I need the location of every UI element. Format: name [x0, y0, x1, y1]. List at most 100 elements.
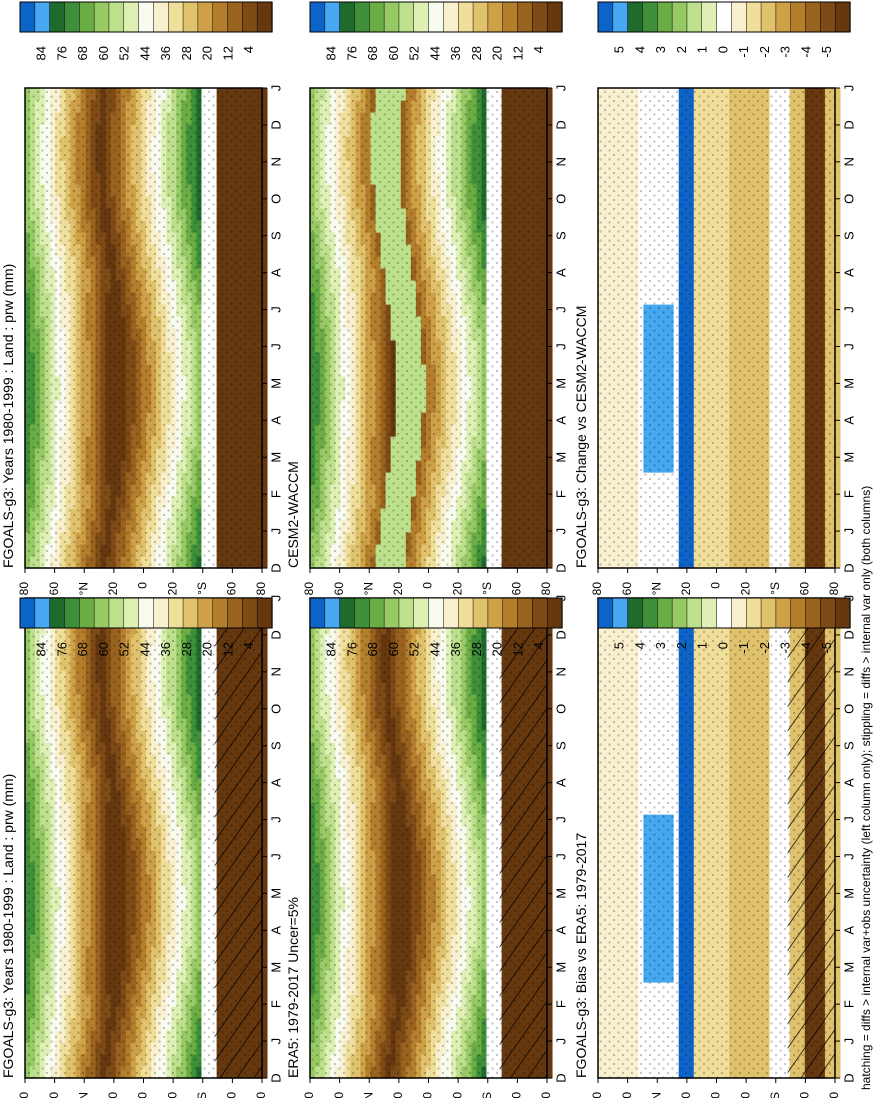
month-label: N [268, 667, 283, 676]
heat-cell [262, 484, 268, 497]
heat-cell [262, 316, 268, 329]
heat-cell [262, 706, 268, 719]
month-label: D [268, 120, 283, 129]
heat-cell [262, 268, 268, 281]
month-label: J [268, 343, 283, 350]
heat-cell [262, 436, 268, 449]
heat-cell [262, 280, 268, 293]
heat-cell [262, 400, 268, 413]
heat-cell [262, 304, 268, 317]
heat-cell [262, 994, 268, 1007]
month-label: A [268, 778, 283, 787]
heat-cell [262, 460, 268, 473]
heat-cell [262, 634, 268, 647]
heat-cell [262, 826, 268, 839]
heat-cell [547, 1042, 553, 1055]
heat-cell [262, 328, 268, 341]
heat-cell [262, 970, 268, 983]
month-label: O [268, 704, 283, 714]
heat-cell [262, 100, 268, 113]
lat-tick-label: 0 [136, 1092, 150, 1098]
heat-cell [262, 934, 268, 947]
heat-cell [547, 910, 553, 923]
heat-cell [262, 244, 268, 257]
heat-cell [262, 958, 268, 971]
heat-cell [262, 910, 268, 923]
heat-cell [262, 946, 268, 959]
lat-tick-label: 60 [47, 582, 61, 596]
heat-cell [262, 886, 268, 899]
heat-cell [547, 946, 553, 959]
month-label: A [268, 416, 283, 425]
heat-cell [262, 802, 268, 815]
stipple-overlay [25, 88, 262, 568]
panel-1: DJFMAMJJASONDJ8060°N20020°S6080FGOALS-g3… [0, 595, 283, 1098]
heat-cell [547, 970, 553, 983]
heat-cell [262, 124, 268, 137]
lat-tick-label: °S [195, 582, 209, 595]
month-label: F [268, 490, 283, 498]
panel-title: FGOALS-g3: Years 1980-1999 : Land : prw … [0, 264, 16, 568]
lat-tick-label: 20 [165, 1092, 179, 1098]
heat-cell [262, 292, 268, 305]
heat-cell [547, 886, 553, 899]
heat-cell [262, 448, 268, 461]
heat-cell [262, 646, 268, 659]
heat-cell [547, 934, 553, 947]
heat-cell [547, 1018, 553, 1031]
lat-tick-label: 80 [17, 582, 31, 596]
heat-cell [262, 1042, 268, 1055]
heat-cell [262, 544, 268, 557]
heat-cell [262, 424, 268, 437]
month-label: S [268, 231, 283, 240]
heat-cell [547, 982, 553, 995]
lat-tick-label: 20 [106, 1092, 120, 1098]
month-label: D [268, 563, 283, 572]
heat-cell [262, 898, 268, 911]
lat-tick-label: 0 [136, 582, 150, 589]
heat-cell [262, 472, 268, 485]
heat-cell [262, 754, 268, 767]
heat-cell [262, 172, 268, 185]
heat-cell [262, 112, 268, 125]
heat-cell [262, 220, 268, 233]
heat-cell [547, 862, 553, 875]
heat-cell [262, 766, 268, 779]
heat-cell [547, 814, 553, 827]
heat-cell [262, 694, 268, 707]
heat-cell [547, 874, 553, 887]
heat-cell [262, 508, 268, 521]
heat-cell [262, 814, 268, 827]
month-label: D [268, 630, 283, 639]
heat-cell [262, 376, 268, 389]
heat-cell [547, 838, 553, 851]
heat-cell [547, 1006, 553, 1019]
heat-cell [262, 556, 268, 569]
lat-tick-label: 60 [47, 1092, 61, 1098]
lat-tick-label: °N [76, 582, 90, 595]
heat-cell [262, 364, 268, 377]
month-label: J [268, 853, 283, 860]
month-label: M [268, 888, 283, 899]
month-label: M [268, 452, 283, 463]
heat-cell [547, 826, 553, 839]
heat-cell [262, 184, 268, 197]
heat-cell [262, 862, 268, 875]
lat-tick-label: 60 [225, 1092, 239, 1098]
month-label: J [268, 1038, 283, 1045]
heat-cell [262, 148, 268, 161]
hatch-overlay [215, 598, 262, 1078]
heat-cell [547, 898, 553, 911]
month-label: D [268, 1073, 283, 1082]
month-label: F [268, 1000, 283, 1008]
heat-cell [262, 256, 268, 269]
heat-cell [262, 1066, 268, 1079]
heat-cell [262, 208, 268, 221]
lat-tick-label: °S [195, 1092, 209, 1098]
heat-cell [547, 994, 553, 1007]
heat-cell [262, 874, 268, 887]
heat-cell [262, 388, 268, 401]
